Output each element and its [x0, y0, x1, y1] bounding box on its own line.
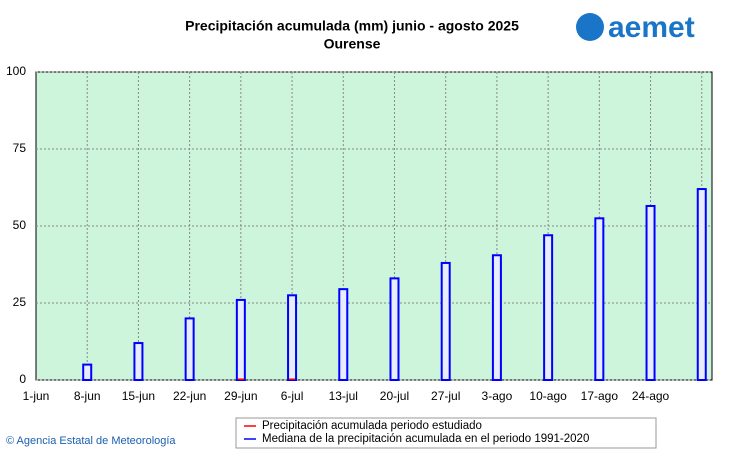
- median-bar: [645, 204, 656, 381]
- chart-title: Precipitación acumulada (mm) junio - ago…: [185, 18, 519, 34]
- median-bar: [338, 288, 349, 382]
- x-tick-label: 17-ago: [581, 389, 619, 403]
- median-bar: [82, 363, 93, 382]
- y-tick-label: 0: [19, 372, 26, 386]
- x-tick-label: 22-jun: [173, 389, 206, 403]
- median-bar: [696, 188, 707, 381]
- logo-text: aemet: [608, 11, 695, 44]
- source: © Agencia Estatal de Meteorología: [6, 435, 176, 447]
- median-bar: [594, 217, 605, 381]
- logo-icon: [576, 13, 604, 41]
- median-bar: [235, 298, 246, 382]
- median-bar: [287, 294, 298, 381]
- x-tick-label: 20-jul: [380, 389, 409, 403]
- x-tick-label: 13-jul: [329, 389, 358, 403]
- median-bar: [543, 234, 554, 381]
- x-tick-label: 27-jul: [431, 389, 460, 403]
- median-bar: [440, 261, 451, 381]
- observed-bar: [289, 378, 296, 380]
- x-tick-label: 3-ago: [482, 389, 513, 403]
- y-tick-label: 100: [6, 64, 26, 78]
- chart-subtitle: Ourense: [324, 36, 381, 52]
- legend: [235, 417, 657, 449]
- y-tick-label: 50: [13, 218, 27, 232]
- x-tick-label: 15-jun: [122, 389, 155, 403]
- x-tick-label: 24-ago: [632, 389, 670, 403]
- x-tick-label: 1-jun: [23, 389, 50, 403]
- median-bar: [389, 277, 400, 381]
- observed-bar: [237, 378, 244, 380]
- y-tick-label: 25: [13, 295, 27, 309]
- legend-label: Precipitación acumulada periodo estudiad…: [262, 420, 482, 432]
- x-tick-label: 10-ago: [529, 389, 567, 403]
- median-bar: [184, 317, 195, 381]
- median-bar: [491, 254, 502, 381]
- x-tick-label: 29-jun: [224, 389, 257, 403]
- x-tick-label: 8-jun: [74, 389, 101, 403]
- x-tick-label: 6-jul: [281, 389, 304, 403]
- median-bar: [133, 342, 144, 382]
- legend-label: Mediana de la precipitación acumulada en…: [262, 433, 589, 445]
- y-tick-label: 75: [13, 141, 27, 155]
